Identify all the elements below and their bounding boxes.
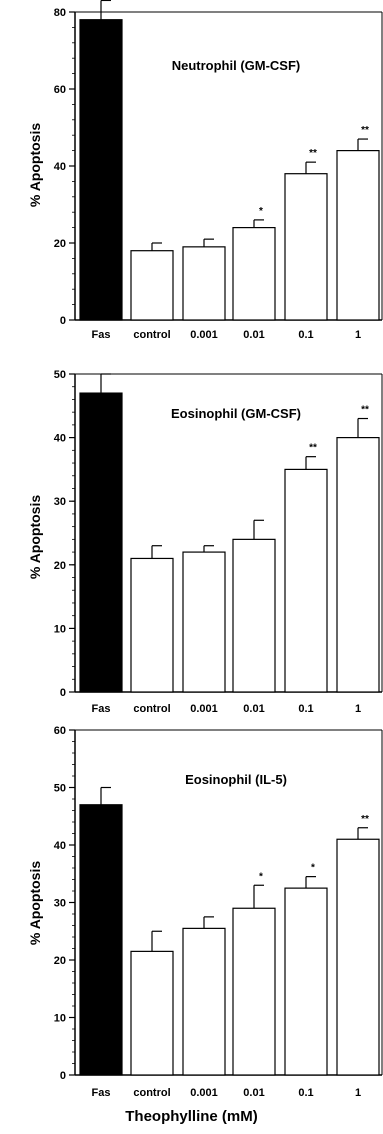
y-tick-label: 10 <box>54 1013 66 1025</box>
significance-mark: * <box>311 863 315 874</box>
y-tick-label: 50 <box>54 783 66 795</box>
chart-title: Neutrophil (GM-CSF) <box>172 58 301 73</box>
y-tick-label: 20 <box>54 238 66 250</box>
bar-control <box>130 950 174 1076</box>
y-tick-label: 30 <box>54 898 66 910</box>
x-tick-label: control <box>133 703 170 715</box>
x-tick-label: 0.01 <box>243 703 264 715</box>
bar-0.001 <box>182 927 226 1076</box>
x-tick-label: 0.01 <box>243 329 264 341</box>
x-tick-label: Fas <box>92 703 111 715</box>
chart-panel-eosinophil-il5: 0 10 20 30 40 50 60 % Apoptosis Eosinophil (IL-5… <box>27 725 383 1099</box>
y-tick-label: 40 <box>54 433 66 445</box>
y-axis-label: % Apoptosis <box>27 495 43 579</box>
bar-0.01 <box>232 538 276 693</box>
significance-mark: * <box>259 206 263 217</box>
chart-panel-eosinophil-gmcsf: 0 10 20 30 40 50 % Apoptosis Eosinophil (GM-CSF… <box>27 369 383 715</box>
y-tick-label: 40 <box>54 161 66 173</box>
bar-0.1 <box>284 887 328 1076</box>
chart-panel-neutrophil-gmcsf: 0 20 40 60 80 % Apoptosis Neutrophil (GM-CSF) F… <box>27 0 383 341</box>
bar-control <box>130 557 174 693</box>
chart-title: Eosinophil (IL-5) <box>185 772 287 787</box>
y-tick-label: 60 <box>54 725 66 737</box>
x-tick-label: 0.1 <box>298 329 313 341</box>
x-tick-label: 0.001 <box>190 1087 218 1099</box>
bar-1 <box>336 150 380 321</box>
x-tick-label: 1 <box>355 1087 361 1099</box>
x-tick-label: Fas <box>92 1087 111 1099</box>
significance-mark: ** <box>361 125 369 136</box>
y-axis-label: % Apoptosis <box>27 123 43 207</box>
significance-mark: * <box>259 871 263 882</box>
x-tick-label: Fas <box>92 329 111 341</box>
y-tick-label: 20 <box>54 560 66 572</box>
bar-Fas <box>79 804 123 1076</box>
bar-0.001 <box>182 551 226 693</box>
y-tick-label: 10 <box>54 623 66 635</box>
bar-0.1 <box>284 173 328 321</box>
x-tick-label: 0.1 <box>298 1087 313 1099</box>
significance-mark: ** <box>361 814 369 825</box>
bar-1 <box>336 838 380 1076</box>
bar-0.01 <box>232 227 276 321</box>
x-tick-label: control <box>133 329 170 341</box>
bar-control <box>130 250 174 321</box>
x-tick-label: 0.01 <box>243 1087 264 1099</box>
y-tick-label: 50 <box>54 369 66 381</box>
x-axis-title: Theophylline (mM) <box>125 1108 258 1125</box>
bar-Fas <box>79 392 123 693</box>
x-tick-label: 0.1 <box>298 703 313 715</box>
y-tick-label: 20 <box>54 955 66 967</box>
y-tick-label: 0 <box>60 1070 66 1082</box>
bar-0.1 <box>284 468 328 693</box>
x-tick-label: 1 <box>355 329 361 341</box>
chart-title: Eosinophil (GM-CSF) <box>171 406 301 421</box>
y-tick-label: 0 <box>60 315 66 327</box>
x-tick-label: 0.001 <box>190 329 218 341</box>
y-tick-label: 0 <box>60 687 66 699</box>
x-tick-label: 1 <box>355 703 361 715</box>
bar-1 <box>336 436 380 693</box>
y-tick-label: 40 <box>54 840 66 852</box>
significance-mark: ** <box>309 148 317 159</box>
y-tick-label: 30 <box>54 496 66 508</box>
bar-0.01 <box>232 907 276 1076</box>
significance-mark: ** <box>309 443 317 454</box>
significance-mark: ** <box>361 405 369 416</box>
y-tick-label: 60 <box>54 84 66 96</box>
y-axis-label: % Apoptosis <box>27 861 43 945</box>
bar-Fas <box>79 19 123 321</box>
bar-0.001 <box>182 246 226 321</box>
x-tick-label: control <box>133 1087 170 1099</box>
y-tick-label: 80 <box>54 7 66 19</box>
x-tick-label: 0.001 <box>190 703 218 715</box>
